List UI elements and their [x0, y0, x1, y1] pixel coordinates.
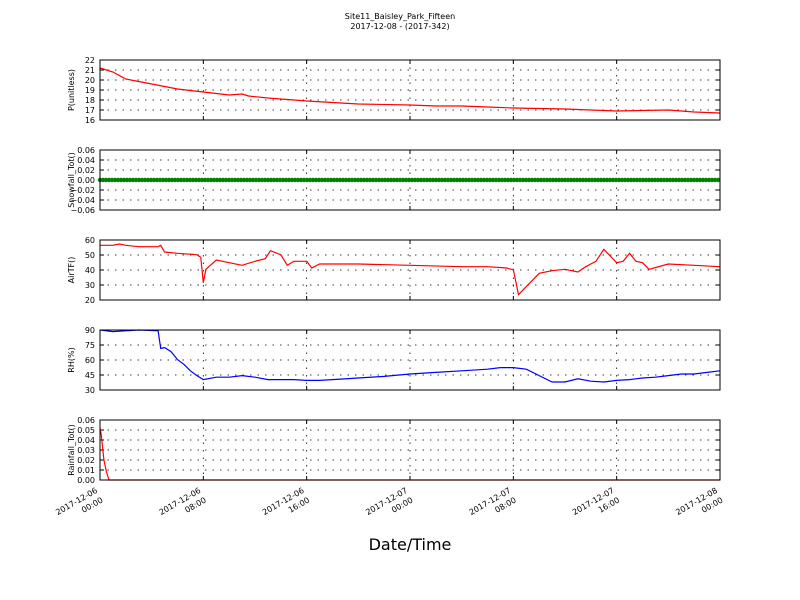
subplots: 16171819202122P(unitless)−0.06−0.04−0.02… [67, 56, 721, 485]
y-tick-label: 0.00 [77, 476, 95, 485]
figure-subtitle: 2017-12-08 - (2017-342) [350, 22, 449, 31]
subplot-4: 30 45 60 75 90 RH(%) [67, 326, 721, 395]
plot-frame [99, 59, 721, 121]
y-tick-label: 60 [85, 236, 95, 245]
y-tick-label: 19 [85, 86, 95, 95]
y-tick-label: 90 [85, 326, 95, 335]
y-tick-label: 0.01 [77, 466, 95, 475]
y-tick-label: 0.04 [77, 156, 95, 165]
subplot-3: 20 30 40 50 60 AirTF() [67, 236, 721, 305]
plot-frame [99, 419, 721, 481]
y-tick-label: 18 [85, 96, 95, 105]
plot-frame [99, 239, 721, 301]
y-tick-label: 17 [85, 106, 95, 115]
y-tick-label: 0.05 [77, 426, 95, 435]
series-point [715, 177, 721, 183]
y-tick-label: 16 [85, 116, 95, 125]
y-axis-label: P(unitless) [67, 69, 76, 111]
y-tick-label: 30 [85, 386, 95, 395]
y-tick-label: 30 [85, 281, 95, 290]
subplot-2: −0.06−0.04−0.020.000.020.040.06Snowfall_… [67, 146, 721, 215]
y-tick-label: 75 [85, 341, 95, 350]
series-line-1 [99, 67, 721, 114]
y-axis-label: AirTF() [67, 257, 76, 284]
subplot-5: 0.000.010.020.030.040.050.06Rainfall_Tot… [67, 416, 721, 485]
plot-frame [99, 329, 721, 391]
plot-frame [99, 149, 721, 211]
y-tick-label: −0.02 [70, 186, 95, 195]
y-tick-label: −0.04 [70, 196, 95, 205]
y-tick-label: 0.06 [77, 416, 95, 425]
series-line-4 [99, 329, 721, 383]
y-tick-label: 0.02 [77, 456, 95, 465]
y-tick-label: 60 [85, 356, 95, 365]
y-tick-label: 21 [85, 66, 95, 75]
y-tick-label: 40 [85, 266, 95, 275]
y-tick-label: 0.00 [77, 176, 95, 185]
y-axis-label: Rainfall_Tot() [67, 424, 76, 476]
x-axis-label: Date/Time [369, 535, 452, 554]
y-axis-label: RH(%) [67, 347, 76, 372]
y-tick-label: 0.03 [77, 446, 95, 455]
series-line-3 [100, 243, 721, 296]
y-tick-label: 0.06 [77, 146, 95, 155]
y-tick-label: 20 [85, 76, 95, 85]
y-tick-label: 50 [85, 251, 95, 260]
y-tick-label: 0.04 [77, 436, 95, 445]
y-tick-label: −0.06 [70, 206, 95, 215]
y-tick-label: 0.02 [77, 166, 95, 175]
y-axis-label: Snowfall_Tot() [67, 152, 76, 208]
y-tick-label: 22 [85, 56, 95, 65]
figure-title: Site11_Baisley_Park_Fifteen [345, 12, 455, 21]
y-tick-label: 45 [85, 371, 95, 380]
y-tick-label: 20 [85, 296, 95, 305]
